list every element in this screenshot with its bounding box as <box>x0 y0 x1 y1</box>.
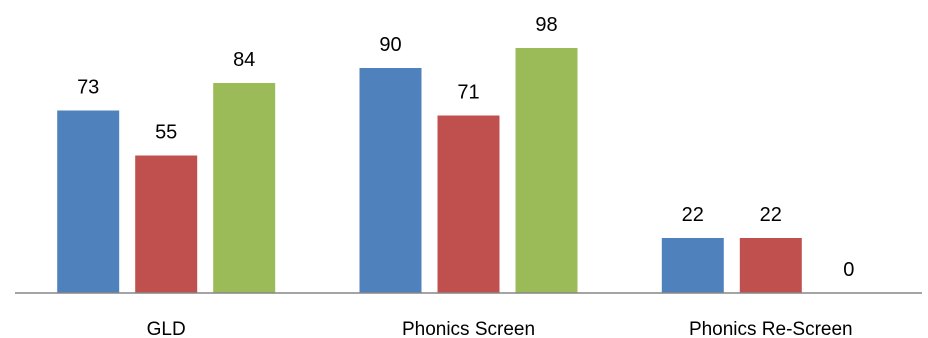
x-tick-label-2: Phonics Screen <box>402 319 535 338</box>
data-label-series-3-category-1: 84 <box>233 49 255 71</box>
bar-series-2-category-3 <box>739 238 802 293</box>
data-label-series-3-category-2: 98 <box>535 14 557 36</box>
bar-series-2-category-1 <box>135 155 198 293</box>
data-labels-layer: 73 55 84 90 71 98 22 22 0 <box>77 14 854 281</box>
data-label-series-2-category-3: 22 <box>760 204 782 226</box>
bar-series-3-category-2 <box>515 48 578 293</box>
data-label-series-1-category-3: 22 <box>682 204 704 226</box>
data-label-series-1-category-2: 90 <box>379 34 401 56</box>
data-label-series-2-category-1: 55 <box>155 122 177 144</box>
bar-series-1-category-1 <box>57 110 120 293</box>
x-tick-label-3: Phonics Re-Screen <box>689 319 853 338</box>
bar-series-3-category-1 <box>213 83 276 293</box>
bar-series-1-category-3 <box>661 238 724 293</box>
data-label-series-3-category-3: 0 <box>843 259 854 281</box>
x-tick-label-1: GLD <box>147 319 186 338</box>
bars-layer <box>57 48 802 293</box>
x-tick-labels: GLD Phonics Screen Phonics Re-Screen <box>147 319 853 338</box>
data-label-series-2-category-2: 71 <box>457 82 479 104</box>
bar-series-2-category-2 <box>437 115 500 293</box>
bar-series-1-category-2 <box>359 68 422 293</box>
data-label-series-1-category-1: 73 <box>77 77 99 99</box>
